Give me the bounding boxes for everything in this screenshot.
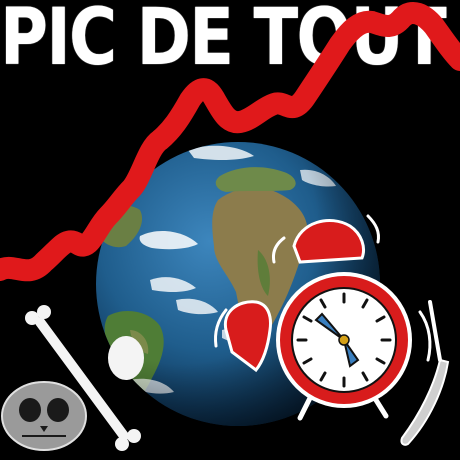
skull-icon: [1, 381, 87, 451]
poster-title: PIC DE TOUT: [0, 0, 447, 83]
bone-icon: [25, 305, 144, 451]
blade-icon: [400, 300, 450, 446]
